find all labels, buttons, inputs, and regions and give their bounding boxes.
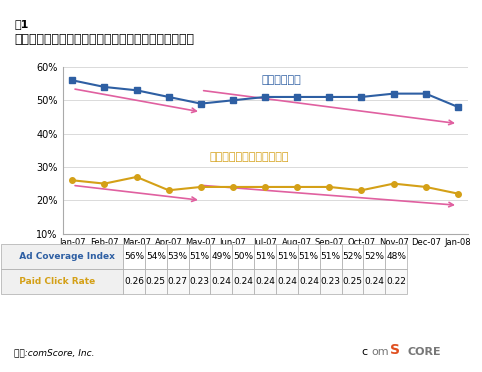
Text: グーグルの検索広告表示と有料広告クリック率の傾向: グーグルの検索広告表示と有料広告クリック率の傾向 [14, 33, 194, 46]
Text: c: c [362, 347, 368, 357]
Text: om: om [371, 347, 389, 357]
Text: 広告の掲載率: 広告の掲載率 [261, 75, 301, 85]
Text: 図1: 図1 [14, 19, 29, 29]
Text: 有料検索広告のクリック率: 有料検索広告のクリック率 [209, 152, 289, 162]
Text: CORE: CORE [407, 347, 441, 357]
Text: S: S [390, 343, 401, 357]
Text: 出典:comScore, Inc.: 出典:comScore, Inc. [14, 348, 95, 357]
